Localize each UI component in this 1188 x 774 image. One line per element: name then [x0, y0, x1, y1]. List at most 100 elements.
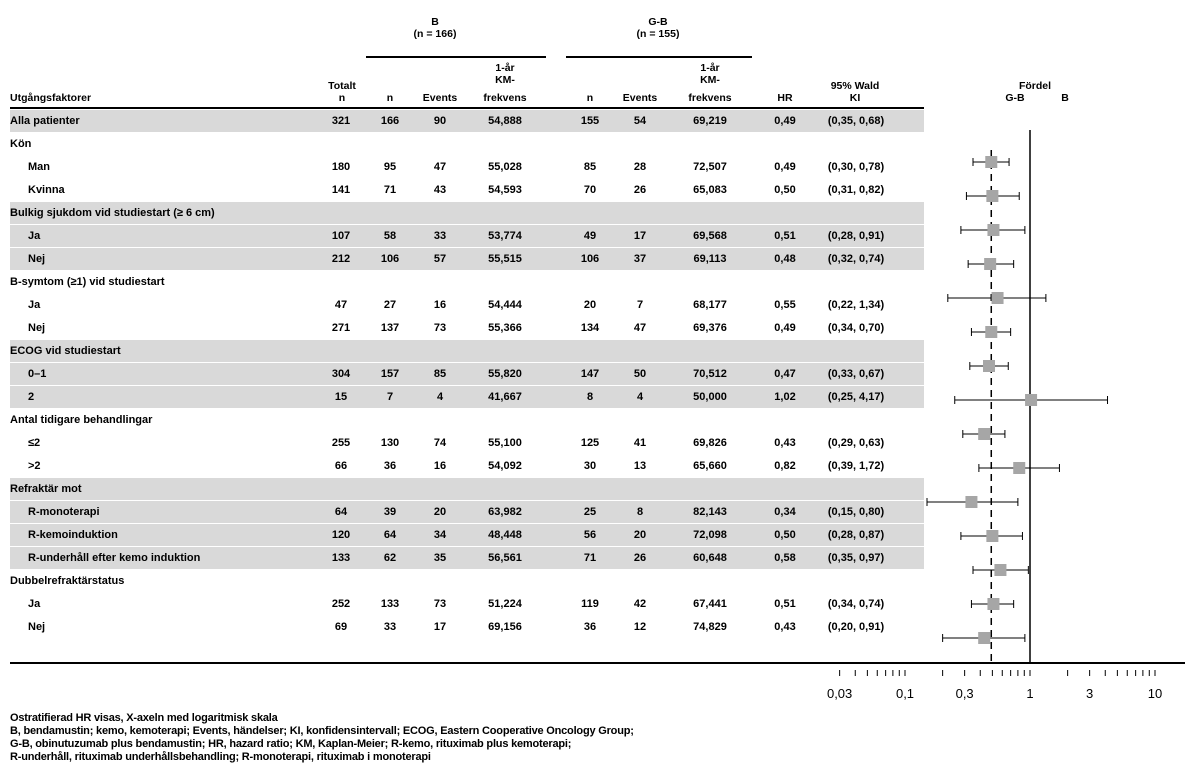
col-b-km-header-3: frekvens: [483, 92, 527, 104]
cell-gb-km: 69,113: [693, 253, 727, 265]
cell-gb-km: 70,512: [693, 368, 727, 380]
cell-b-n: 39: [383, 506, 397, 518]
cell-gb-n: 125: [580, 437, 600, 449]
cell-b-km: 55,366: [488, 322, 522, 334]
favor-b-label: B: [1061, 92, 1069, 104]
row-shading: [10, 478, 924, 500]
footnote-1: Ostratifierad HR visas, X-axeln med loga…: [10, 712, 278, 724]
row-label: B-symtom (≥1) vid studiestart: [10, 276, 165, 288]
cell-hr: 0,47: [774, 368, 796, 380]
cell-b-events: 47: [433, 161, 447, 173]
cell-b-km: 54,092: [488, 460, 522, 472]
cell-b-km: 51,224: [488, 598, 522, 610]
cell-gb-km: 50,000: [693, 391, 727, 403]
cell-gb-km: 69,376: [693, 322, 727, 334]
col-b-km-header-2: KM-: [495, 74, 515, 86]
cell-b-n: 137: [380, 322, 400, 334]
group-b-title: B: [431, 16, 439, 28]
cell-hr: 0,51: [774, 230, 796, 242]
table-row: R-monoterapi 64 39 20 63,982 25 8 82,143 0,34 (0,…: [10, 501, 1188, 523]
cell-ci: (0,34, 0,74): [827, 598, 885, 610]
cell-total: 212: [331, 253, 351, 265]
cell-hr: 0,51: [774, 598, 796, 610]
cell-b-events: 73: [433, 322, 447, 334]
col-hr-header: HR: [777, 92, 793, 104]
row-label: ≤2: [28, 437, 41, 449]
cell-gb-n: 70: [583, 184, 597, 196]
cell-gb-km: 72,098: [693, 529, 727, 541]
cell-b-n: 71: [383, 184, 397, 196]
cell-b-km: 55,100: [488, 437, 522, 449]
cell-b-events: 16: [433, 299, 447, 311]
cell-b-events: 17: [433, 621, 447, 633]
favor-gb-label: G-B: [1005, 92, 1025, 104]
cell-total: 66: [334, 460, 348, 472]
cell-ci: (0,20, 0,91): [827, 621, 885, 633]
cell-b-events: 73: [433, 598, 447, 610]
cell-gb-events: 4: [636, 391, 644, 403]
group-gb-n: (n = 155): [636, 28, 680, 40]
col-gb-km-header-1: 1-år: [700, 62, 720, 74]
cell-total: 133: [331, 552, 351, 564]
x-tick-label: 0,1: [895, 686, 915, 701]
header-divider: [10, 107, 924, 109]
cell-hr: 0,43: [774, 621, 796, 633]
group-b-underline: [366, 56, 546, 58]
cell-ci: (0,15, 0,80): [827, 506, 885, 518]
table-row: Kön: [10, 133, 1188, 155]
cell-gb-n: 8: [586, 391, 594, 403]
cell-gb-n: 49: [583, 230, 597, 242]
cell-ci: (0,22, 1,34): [827, 299, 885, 311]
cell-gb-events: 13: [633, 460, 647, 472]
cell-gb-km: 82,143: [693, 506, 727, 518]
cell-b-events: 4: [436, 391, 444, 403]
footnote-4: R-underhåll, rituximab underhållsbehandl…: [10, 751, 431, 763]
row-shading: [10, 248, 924, 270]
row-shading: [10, 110, 924, 132]
col-b-n-header: n: [386, 92, 394, 104]
row-label: Ja: [28, 598, 41, 610]
cell-b-km: 54,444: [488, 299, 522, 311]
table-row: Refraktär mot: [10, 478, 1188, 500]
table-row: Man 180 95 47 55,028 85 28 72,507 0,49 (0,30, 0,7…: [10, 156, 1188, 178]
row-label: Alla patienter: [10, 115, 80, 127]
row-label: Ja: [28, 299, 41, 311]
table-row: Ja 252 133 73 51,224 119 42 67,441 0,51 (0,34, 0,…: [10, 593, 1188, 615]
col-b-events-header: Events: [422, 92, 458, 104]
table-row: R-underhåll efter kemo induktion 133 62 35 5…: [10, 547, 1188, 569]
cell-gb-events: 8: [636, 506, 644, 518]
row-label: R-monoterapi: [28, 506, 100, 518]
cell-gb-events: 37: [633, 253, 647, 265]
cell-gb-km: 72,507: [693, 161, 727, 173]
cell-total: 141: [331, 184, 351, 196]
cell-hr: 0,49: [774, 322, 796, 334]
col-gb-km-header-2: KM-: [700, 74, 720, 86]
table-row: 2 15 7 4 41,667 8 4 50,000 1,02 (0,25, 4,17): [10, 386, 1188, 408]
table-row: B-symtom (≥1) vid studiestart: [10, 271, 1188, 293]
cell-ci: (0,28, 0,87): [827, 529, 885, 541]
cell-b-km: 48,448: [488, 529, 522, 541]
table-row: Dubbelrefraktärstatus: [10, 570, 1188, 592]
cell-b-n: 62: [383, 552, 397, 564]
cell-b-n: 7: [386, 391, 394, 403]
cell-b-km: 63,982: [488, 506, 522, 518]
cell-total: 15: [334, 391, 348, 403]
row-shading: [10, 501, 924, 523]
cell-b-events: 43: [433, 184, 447, 196]
row-label: Kvinna: [28, 184, 65, 196]
row-shading: [10, 202, 924, 224]
col-ci-header-1: 95% Wald: [830, 80, 880, 92]
row-label: ECOG vid studiestart: [10, 345, 121, 357]
table-row: Alla patienter 321 166 90 54,888 155 54 69,219 0…: [10, 110, 1188, 132]
cell-ci: (0,39, 1,72): [827, 460, 885, 472]
cell-b-events: 74: [433, 437, 447, 449]
cell-b-n: 166: [380, 115, 400, 127]
cell-gb-events: 42: [633, 598, 647, 610]
favor-header: Fördel: [1018, 80, 1052, 92]
cell-b-events: 90: [433, 115, 447, 127]
cell-total: 120: [331, 529, 351, 541]
x-tick-label: 10: [1147, 686, 1163, 701]
cell-ci: (0,25, 4,17): [827, 391, 885, 403]
cell-b-events: 57: [433, 253, 447, 265]
table-row: >2 66 36 16 54,092 30 13 65,660 0,82 (0,39, 1,72): [10, 455, 1188, 477]
